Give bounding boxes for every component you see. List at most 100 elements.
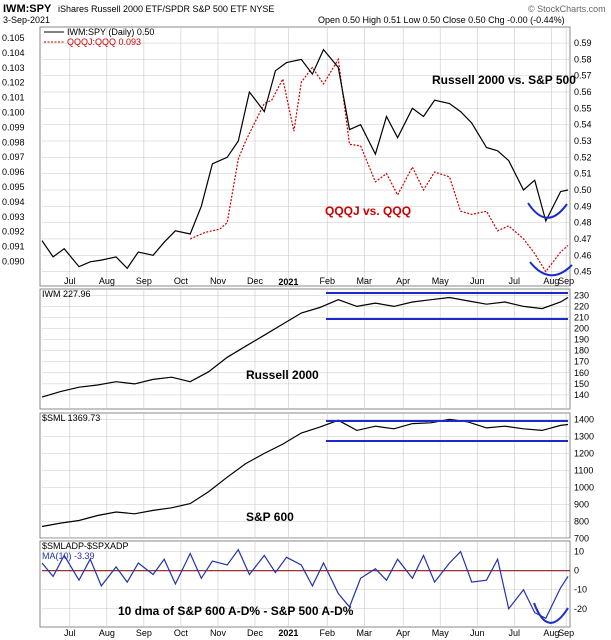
qqqj-qqq-line bbox=[189, 57, 569, 273]
x-tick-label: Nov bbox=[210, 276, 227, 286]
ratio-left-tick: 0.090 bbox=[2, 257, 25, 267]
x-tick-label: May bbox=[432, 276, 450, 286]
ratio-legend-secondary: QQQJ:QQQ 0.093 bbox=[67, 37, 141, 47]
breadth-ma-line bbox=[41, 548, 569, 620]
chart-date: 3-Sep-2021 bbox=[3, 15, 50, 25]
annotation-breadth: 10 dma of S&P 600 A-D% - S&P 500 A-D% bbox=[118, 604, 354, 618]
ratio-right-tick: 0.58 bbox=[574, 54, 592, 64]
russell-price-line bbox=[41, 296, 569, 398]
x-tick-label-bottom: May bbox=[432, 628, 450, 638]
x-tick-label-bottom: Nov bbox=[210, 628, 227, 638]
ratio-legend: IWM:SPY (Daily) 0.50 QQQJ:QQQ 0.093 bbox=[44, 27, 154, 47]
x-tick-label: Aug bbox=[99, 276, 115, 286]
ratio-panel-frame bbox=[39, 26, 571, 287]
annotation-sp-600: S&P 600 bbox=[246, 510, 294, 524]
annotation-qqqj-vs-qqq: QQQJ vs. QQQ bbox=[325, 204, 411, 218]
x-tick-label-bottom: Jul bbox=[509, 628, 521, 638]
x-tick-label-bottom: Aug bbox=[543, 628, 559, 638]
ratio-right-tick: 0.45 bbox=[574, 267, 592, 277]
ratio-left-tick: 0.094 bbox=[2, 197, 25, 207]
sp600-panel-frame bbox=[39, 412, 571, 539]
x-tick-label: Jun bbox=[470, 276, 485, 286]
sp600-legend: $SML 1369.73 bbox=[42, 413, 100, 423]
stockcharts-watermark: © StockCharts.com bbox=[528, 4, 606, 14]
x-tick-label: Dec bbox=[247, 276, 264, 286]
ratio-left-tick: 0.099 bbox=[2, 122, 25, 132]
x-tick-label-bottom: Jul bbox=[64, 628, 76, 638]
ratio-bottom-arc-lower bbox=[529, 261, 573, 277]
ratio-left-tick: 0.096 bbox=[2, 167, 25, 177]
x-tick-label-bottom: Feb bbox=[319, 628, 335, 638]
symbol-description: iShares Russell 2000 ETF/SPDR S&P 500 ET… bbox=[58, 4, 274, 14]
ratio-left-tick: 0.095 bbox=[2, 182, 25, 192]
russell-right-tick: 210 bbox=[574, 312, 589, 322]
iwm-spy-line bbox=[41, 48, 569, 270]
breadth-right-tick: 0 bbox=[574, 566, 579, 576]
ratio-right-tick: 0.50 bbox=[574, 185, 592, 195]
x-axis-labels: JulJulAugAugSepSepOctOctNovNovDecDec2021… bbox=[64, 276, 574, 638]
x-tick-label-bottom: Mar bbox=[357, 628, 373, 638]
ratio-right-tick: 0.59 bbox=[574, 38, 592, 48]
x-tick-label-bottom: Dec bbox=[247, 628, 264, 638]
symbol-title: IWM:SPY bbox=[3, 3, 52, 15]
russell-right-tick: 180 bbox=[574, 346, 589, 356]
russell-legend: IWM 227.96 bbox=[42, 289, 91, 299]
annotation-russell-vs-sp: Russell 2000 vs. S&P 500 bbox=[432, 73, 576, 87]
x-tick-label-bottom: Sep bbox=[136, 628, 152, 638]
ratio-left-tick: 0.103 bbox=[2, 63, 25, 73]
ratio-bottom-arc-upper bbox=[527, 202, 568, 219]
x-tick-label: Jul bbox=[64, 276, 76, 286]
annotation-russell-2000: Russell 2000 bbox=[246, 368, 319, 382]
x-tick-label: 2021 bbox=[278, 277, 298, 287]
sp600-right-tick: 800 bbox=[574, 516, 589, 526]
ratio-right-tick: 0.51 bbox=[574, 169, 592, 179]
ratio-right-tick: 0.46 bbox=[574, 250, 592, 260]
ratio-left-tick: 0.091 bbox=[2, 242, 25, 252]
breadth-legend-2: MA(10) -3.39 bbox=[42, 551, 95, 561]
russell-right-tick: 150 bbox=[574, 379, 589, 389]
ratio-left-tick: 0.104 bbox=[2, 48, 25, 58]
sp600-right-tick: 1300 bbox=[574, 431, 594, 441]
breadth-right-tick: -20 bbox=[574, 604, 587, 614]
chart-panels bbox=[39, 26, 571, 628]
russell-right-tick: 140 bbox=[574, 390, 589, 400]
russell-right-tick: 170 bbox=[574, 357, 589, 367]
ratio-left-tick: 0.101 bbox=[2, 93, 25, 103]
sp600-right-tick: 1100 bbox=[574, 465, 593, 475]
sp600-right-tick: 1400 bbox=[574, 414, 594, 424]
x-tick-label-bottom: Sep bbox=[558, 628, 574, 638]
ratio-left-tick: 0.102 bbox=[2, 78, 25, 88]
ratio-right-tick: 0.49 bbox=[574, 201, 592, 211]
x-tick-label: Aug bbox=[543, 276, 559, 286]
x-tick-label: Feb bbox=[319, 276, 335, 286]
breadth-bottom-arc bbox=[533, 602, 569, 624]
ratio-right-tick: 0.52 bbox=[574, 152, 592, 162]
x-tick-label-bottom: Aug bbox=[99, 628, 115, 638]
ratio-right-tick: 0.47 bbox=[574, 234, 592, 244]
x-tick-label: Oct bbox=[174, 276, 189, 286]
russell-right-tick: 190 bbox=[574, 335, 589, 345]
ratio-left-tick: 0.098 bbox=[2, 137, 25, 147]
x-tick-label: Sep bbox=[136, 276, 152, 286]
ratio-left-tick: 0.105 bbox=[2, 33, 25, 43]
sp600-right-tick: 900 bbox=[574, 499, 589, 509]
russell-panel-frame bbox=[39, 288, 571, 410]
ohlc-readout: Open 0.50 High 0.51 Low 0.50 Close 0.50 … bbox=[318, 15, 565, 25]
ratio-left-tick: 0.093 bbox=[2, 212, 25, 222]
ratio-right-tick: 0.56 bbox=[574, 87, 592, 97]
breadth-panel-frame bbox=[39, 540, 571, 628]
x-tick-label: Apr bbox=[396, 276, 410, 286]
x-tick-label-bottom: Apr bbox=[396, 628, 410, 638]
breadth-legend-1: $SMLADP-$SPXADP bbox=[42, 541, 129, 551]
x-tick-label-bottom: Oct bbox=[174, 628, 189, 638]
breadth-right-tick: 10 bbox=[574, 547, 584, 557]
axis-ticks: 0.59 0.58 0.57 0.56 0.55 0.54 0.53 0.52 0.51 0.50… bbox=[2, 33, 594, 614]
ratio-right-tick: 0.54 bbox=[574, 120, 592, 130]
x-tick-label-bottom: 2021 bbox=[278, 628, 298, 638]
sp600-right-tick: 1000 bbox=[574, 482, 594, 492]
sp600-right-tick: 700 bbox=[574, 533, 589, 543]
russell-right-tick: 230 bbox=[574, 290, 589, 300]
ratio-left-tick: 0.097 bbox=[2, 152, 25, 162]
russell-right-tick: 200 bbox=[574, 324, 589, 334]
